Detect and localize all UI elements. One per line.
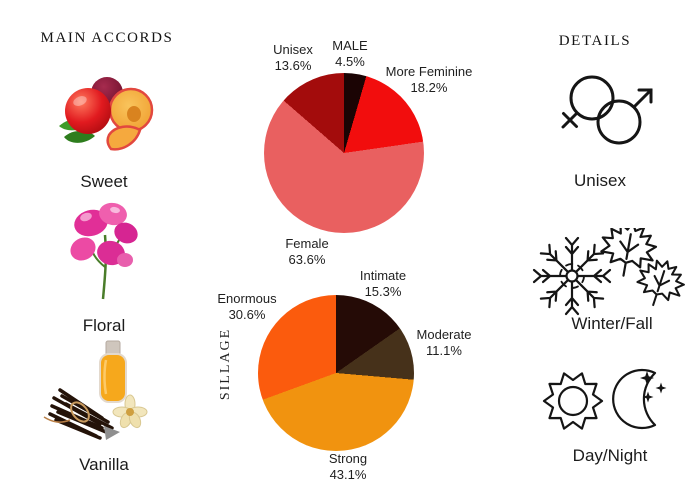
slice-name: More Feminine: [385, 64, 473, 79]
slice-pct: 30.6%: [228, 306, 266, 322]
detail-label-time: Day/Night: [572, 446, 648, 465]
pie-label-male: MALE 4.5%: [332, 38, 367, 70]
sun-icon: [542, 372, 604, 430]
snowflake-icon: [532, 236, 612, 316]
nectarine-fruit-image: [59, 77, 154, 151]
vanilla-orchid-flower: [112, 394, 148, 429]
slice-pct: 13.6%: [274, 57, 312, 73]
male-circle: [596, 99, 642, 145]
slice-name: Enormous: [217, 291, 277, 306]
accord-label-vanilla: Vanilla: [79, 455, 129, 474]
sillage-axis-label: SILLAGE: [218, 327, 233, 401]
slice-name: MALE: [332, 38, 368, 53]
details-title: DETAILS: [558, 33, 632, 49]
pie-label-intimate: Intimate 15.3%: [360, 268, 406, 300]
slice-pct: 4.5%: [335, 53, 365, 69]
gender-pie-chart: [264, 73, 424, 233]
female-circle: [569, 75, 615, 121]
pie-label-strong: Strong 43.1%: [329, 451, 367, 483]
slice-name: Moderate: [416, 327, 472, 342]
pie-label-more-feminine: More Feminine 18.2%: [386, 64, 473, 96]
slice-pct: 18.2%: [410, 79, 448, 95]
slice-name: Unisex: [273, 42, 313, 57]
slice-name: Strong: [328, 451, 368, 466]
sillage-pie-chart: [258, 295, 414, 451]
unisex-gender-symbol-icon: [561, 75, 653, 145]
pie-label-moderate: Moderate 11.1%: [417, 327, 472, 359]
pink-sweet-pea-flower-image: [70, 202, 138, 300]
pie-label-female: Female 63.6%: [285, 236, 328, 268]
male-arrowhead: [637, 88, 653, 104]
vanilla-pods-and-oil-image: [43, 340, 148, 440]
slice-pct: 15.3%: [364, 283, 402, 299]
slice-name: Female: [285, 236, 329, 251]
accord-label-floral: Floral: [82, 316, 126, 335]
slice-pct: 63.6%: [288, 251, 326, 267]
pie-label-enormous: Enormous 30.6%: [217, 291, 276, 323]
accord-label-sweet: Sweet: [80, 172, 128, 191]
slice-name: Intimate: [359, 268, 407, 283]
slice-pct: 11.1%: [426, 342, 462, 358]
moon-icon: [612, 368, 657, 430]
male-arrow: [632, 88, 653, 109]
main-accords-title: MAIN ACCORDS: [40, 30, 174, 46]
female-cross-bar: [562, 112, 578, 128]
sun-and-moon-icon: [542, 362, 672, 430]
slice-pct: 43.1%: [329, 466, 367, 482]
detail-label-season: Winter/Fall: [571, 314, 653, 333]
snowflake-and-maple-leaves-icon: [532, 228, 691, 316]
detail-label-gender: Unisex: [574, 171, 626, 190]
pie-label-unisex: Unisex 13.6%: [273, 42, 313, 74]
